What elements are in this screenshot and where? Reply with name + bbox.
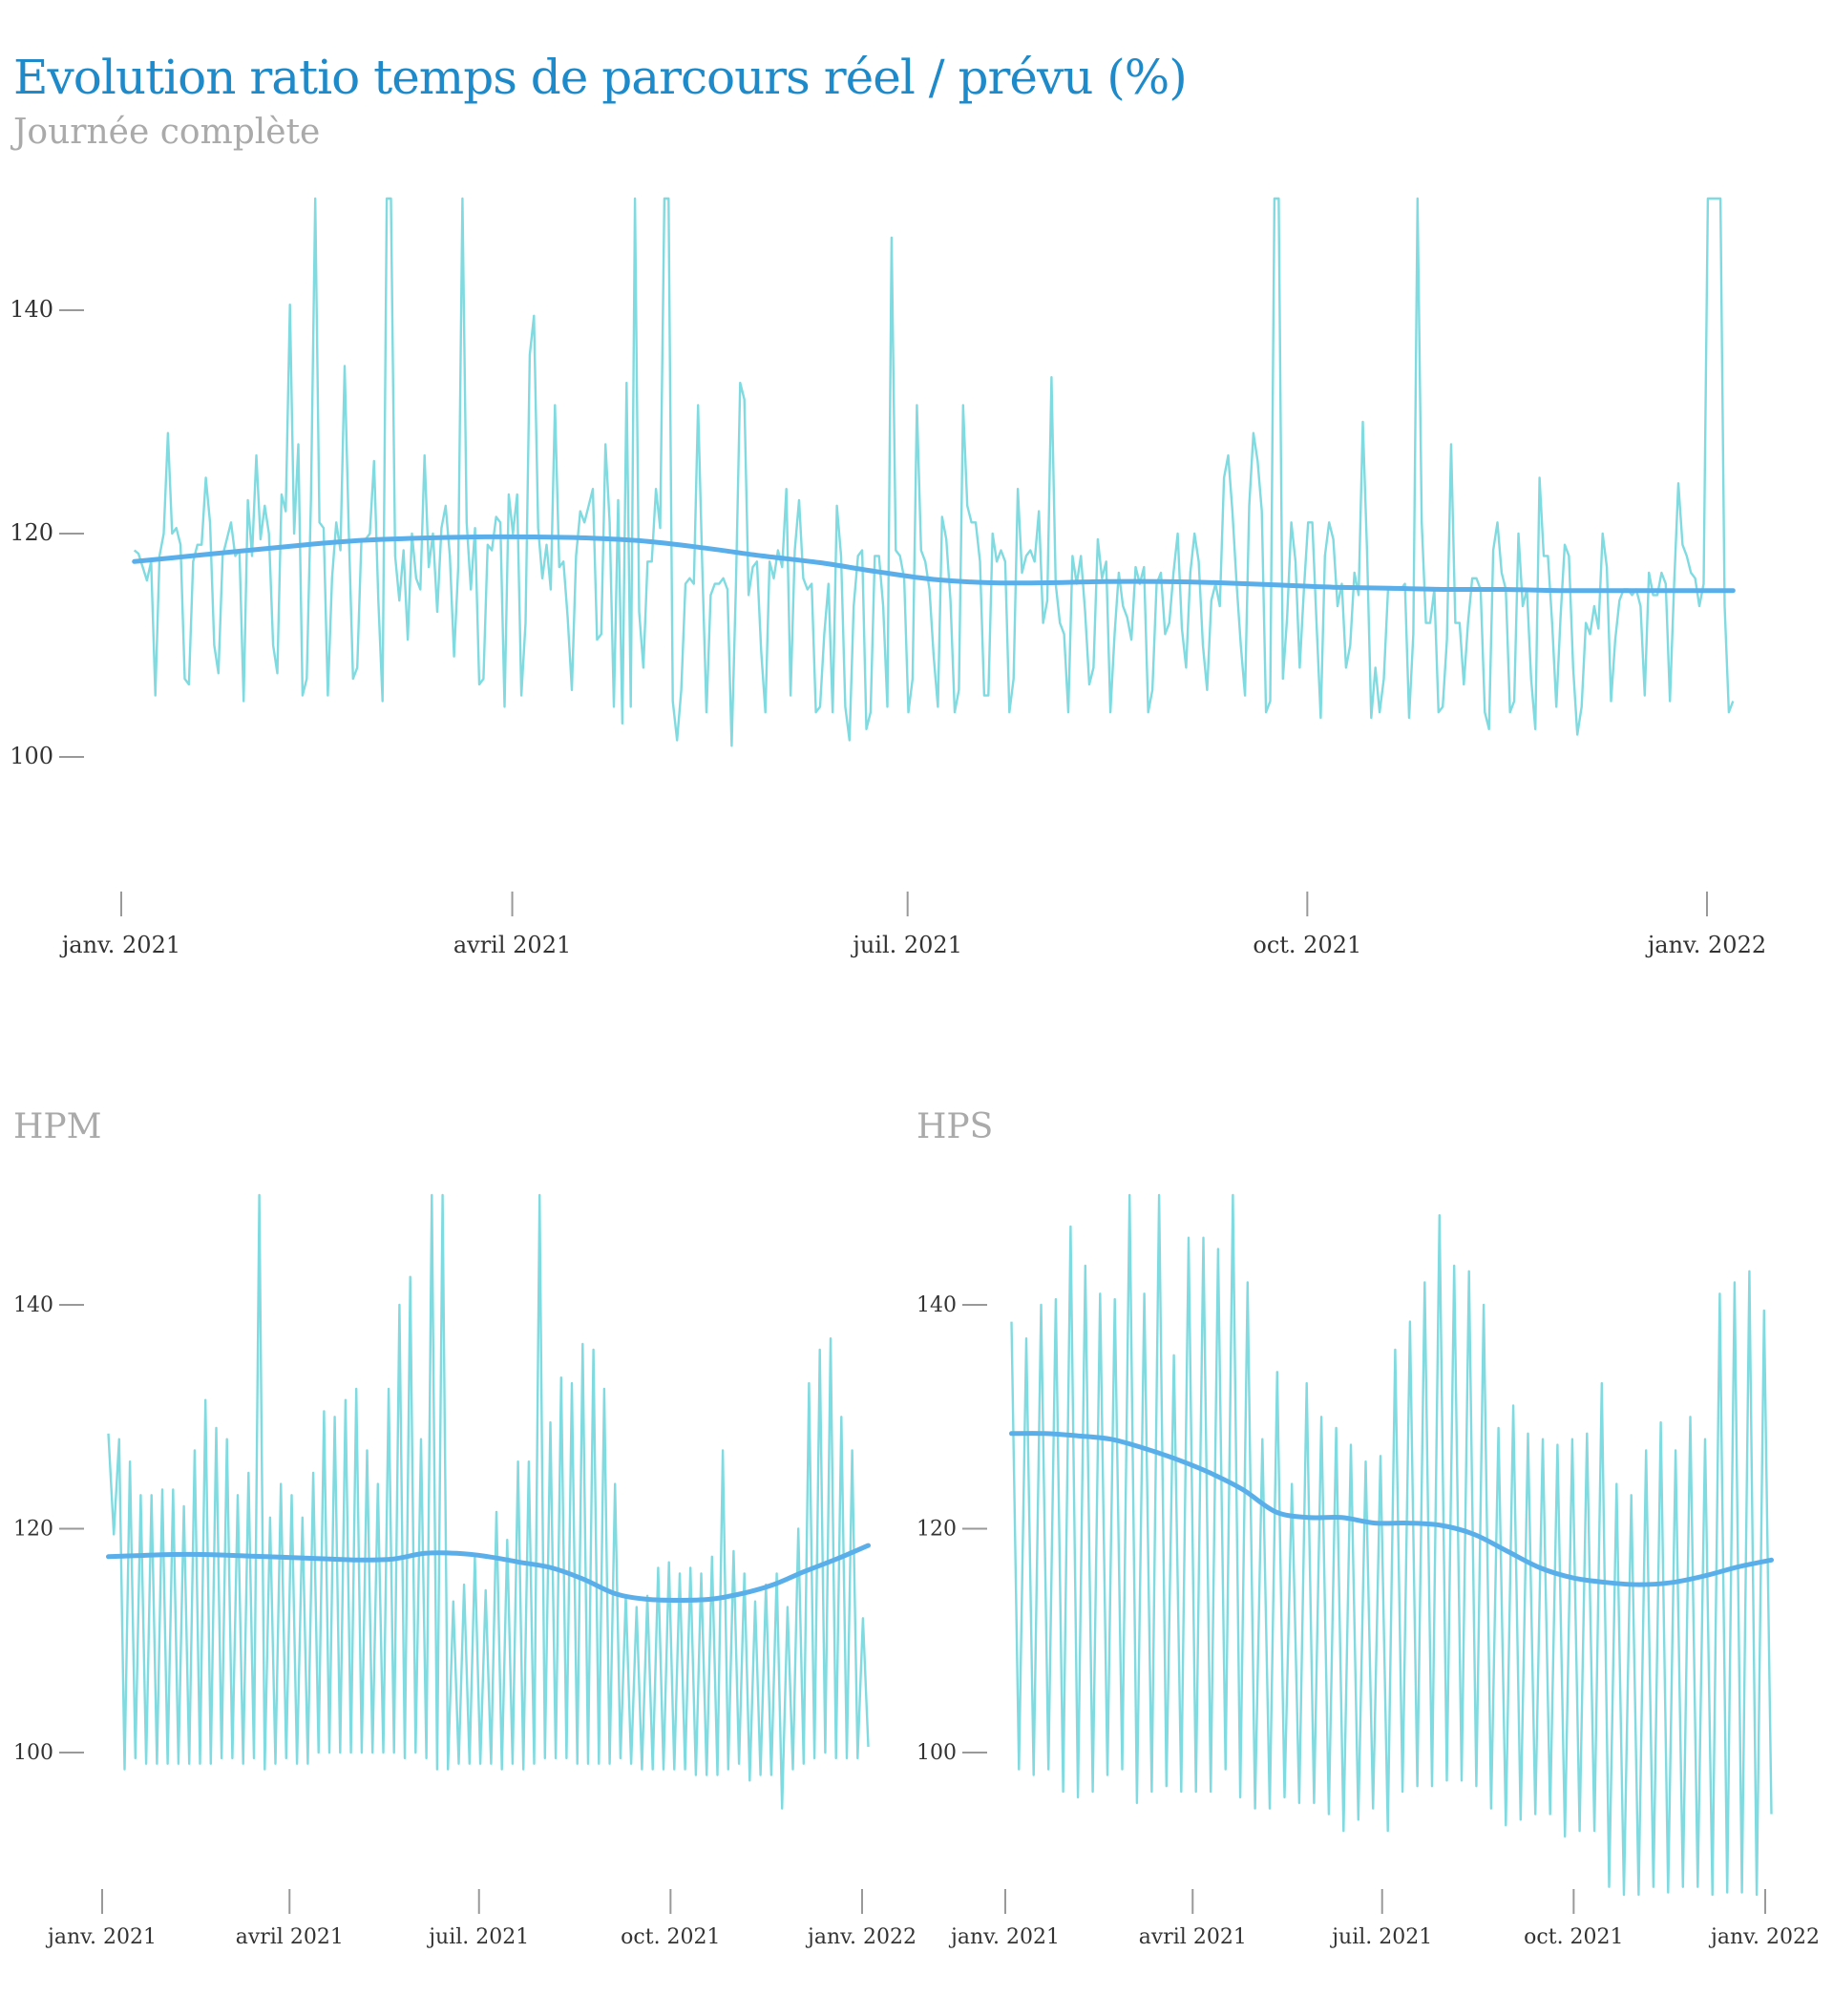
journee-raw-line: [133, 197, 1735, 747]
hpm-xtick-label-1: avril 2021: [236, 1925, 344, 1949]
hps-ytick-label-140: 140: [916, 1293, 957, 1317]
hpm-xtick-label-3: oct. 2021: [621, 1925, 720, 1949]
panel-title-hpm: HPM: [13, 1107, 102, 1146]
hps-xtick-label-1: avril 2021: [1139, 1925, 1247, 1949]
journee-xtick-label-2: juil. 2021: [850, 932, 962, 958]
hpm-trend-line: [106, 1543, 871, 1603]
hps-xtick-label-3: oct. 2021: [1524, 1925, 1623, 1949]
hpm-ytick-label-100: 100: [13, 1741, 53, 1765]
journee-ytick-label-120: 120: [10, 519, 53, 546]
hpm-raw-line: [107, 1193, 870, 1810]
journee-xtick-label-3: oct. 2021: [1253, 932, 1361, 958]
hpm-ytick-label-120: 120: [13, 1518, 53, 1542]
hps-ytick-label-100: 100: [916, 1741, 957, 1765]
hps-ytick-label-120: 120: [916, 1518, 957, 1542]
hps-xtick-label-2: juil. 2021: [1329, 1925, 1432, 1949]
chart-title: Evolution ratio temps de parcours réel /…: [13, 50, 1188, 105]
hpm-xtick-label-2: juil. 2021: [426, 1925, 529, 1949]
hpm-xtick-label-4: janv. 2022: [805, 1925, 916, 1949]
journee-xtick-label-4: janv. 2022: [1645, 932, 1766, 958]
hps-xtick-label-0: janv. 2021: [948, 1925, 1060, 1949]
hps-xtick-label-4: janv. 2022: [1708, 1925, 1820, 1949]
hpm-ytick-label-140: 140: [13, 1293, 53, 1317]
hpm-xtick-label-0: janv. 2021: [45, 1925, 157, 1949]
panel-title-hps: HPS: [916, 1107, 994, 1146]
journee-trend-line: [132, 534, 1736, 594]
hps-raw-line: [1010, 1193, 1773, 1897]
hps-trend-line: [1009, 1431, 1774, 1587]
journee-xtick-label-0: janv. 2021: [59, 932, 180, 958]
journee-ytick-label-100: 100: [10, 743, 53, 769]
chart-subtitle: Journée complète: [13, 113, 321, 152]
journee-xtick-label-1: avril 2021: [453, 932, 571, 958]
journee-ytick-label-140: 140: [10, 296, 53, 323]
